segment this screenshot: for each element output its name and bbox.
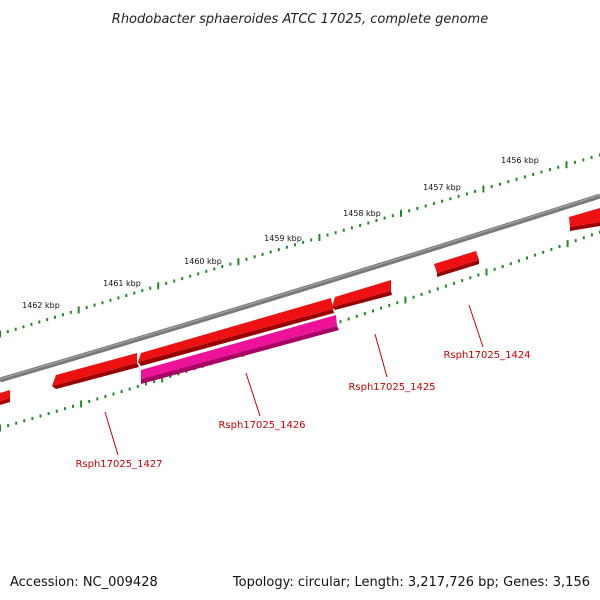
genome-backbone — [0, 193, 600, 383]
gene-bar-1426-upper[interactable] — [138, 298, 334, 366]
scale-label-1462: 1462 kbp — [22, 301, 60, 310]
genome-backbone-highlight — [0, 194, 600, 380]
scale-label-1460: 1460 kbp — [184, 257, 222, 266]
genome-summary-text: Topology: circular; Length: 3,217,726 bp… — [232, 575, 590, 590]
leader-line-1426 — [245, 372, 261, 417]
leader-line-1427 — [104, 411, 119, 456]
gene-label-1427[interactable]: Rsph17025_1427 — [75, 459, 162, 470]
outer-scale-ruler — [0, 153, 600, 338]
gene-bar-1426[interactable] — [141, 315, 339, 384]
leader-line-1425 — [374, 333, 388, 378]
gene-bar-1424[interactable] — [434, 251, 479, 277]
gene-bar-edge-right — [569, 208, 600, 231]
gene-label-1424[interactable]: Rsph17025_1424 — [443, 350, 530, 361]
accession-text: Accession: NC_009428 — [10, 575, 158, 590]
scale-label-1456: 1456 kbp — [501, 156, 539, 165]
map-title: Rhodobacter sphaeroides ATCC 17025, comp… — [112, 12, 488, 27]
gene-bar-1427[interactable] — [52, 353, 139, 389]
gene-bar-1425[interactable] — [332, 280, 392, 310]
gene-label-1426[interactable]: Rsph17025_1426 — [218, 420, 305, 431]
gene-label-1425[interactable]: Rsph17025_1425 — [348, 382, 435, 393]
gene-bar-edge — [0, 390, 10, 405]
scale-label-1461: 1461 kbp — [103, 279, 141, 288]
scale-label-1457: 1457 kbp — [423, 183, 461, 192]
scale-label-1458: 1458 kbp — [343, 209, 381, 218]
scale-label-1459: 1459 kbp — [264, 234, 302, 243]
leader-line-1424 — [468, 304, 484, 348]
